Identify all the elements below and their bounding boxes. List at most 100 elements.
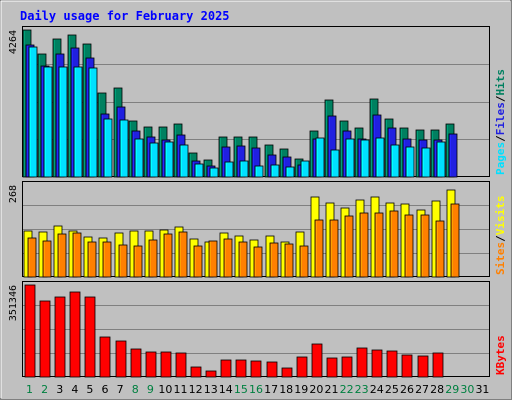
bar-pages-day-5 <box>88 67 98 178</box>
bar-kbytes-day-25 <box>386 350 398 378</box>
bar-sites-day-7 <box>118 244 128 278</box>
day-label-12: 12 <box>189 383 203 396</box>
bar-kbytes-day-9 <box>145 351 157 378</box>
bar-kbytes-day-7 <box>115 340 127 378</box>
legend-entry: Visits <box>494 196 507 236</box>
bar-kbytes-day-10 <box>160 351 172 378</box>
bar-sites-day-26 <box>404 214 414 278</box>
bar-kbytes-day-12 <box>190 366 202 378</box>
bar-sites-day-4 <box>72 232 82 278</box>
bar-pages-day-14 <box>224 161 234 178</box>
bar-kbytes-day-5 <box>84 296 96 378</box>
day-label-20: 20 <box>309 383 323 396</box>
day-label-22: 22 <box>340 383 354 396</box>
bar-kbytes-day-4 <box>69 291 81 378</box>
bar-sites-day-1 <box>27 237 37 278</box>
bar-sites-day-29 <box>450 203 460 278</box>
bar-pages-day-11 <box>179 144 189 178</box>
day-label-28: 28 <box>430 383 444 396</box>
day-label-6: 6 <box>102 383 109 396</box>
bar-kbytes-day-19 <box>296 356 308 378</box>
bar-kbytes-day-16 <box>250 360 262 378</box>
bar-kbytes-day-17 <box>266 361 278 378</box>
bar-kbytes-day-20 <box>311 343 323 378</box>
bar-pages-day-23 <box>360 139 370 178</box>
legend-entry: / <box>494 95 507 102</box>
day-label-5: 5 <box>86 383 93 396</box>
bar-pages-day-2 <box>43 66 53 178</box>
bar-pages-day-24 <box>375 137 385 178</box>
bar-sites-day-6 <box>102 241 112 278</box>
bar-kbytes-day-22 <box>341 356 353 378</box>
legend-0: Pages/Files/Hits <box>494 69 507 175</box>
bar-pages-day-7 <box>119 119 129 178</box>
bar-sites-day-15 <box>238 241 248 278</box>
bar-pages-day-1 <box>28 46 38 178</box>
legend-entry: Pages <box>494 142 507 175</box>
bar-sites-day-14 <box>223 238 233 278</box>
bar-kbytes-day-27 <box>417 355 429 378</box>
bar-sites-day-5 <box>87 241 97 278</box>
day-label-10: 10 <box>158 383 172 396</box>
bar-pages-day-13 <box>209 167 219 178</box>
bar-sites-day-20 <box>314 219 324 278</box>
legend-2: KBytes <box>494 335 507 375</box>
bar-pages-day-10 <box>164 141 174 178</box>
bar-kbytes-day-11 <box>175 352 187 378</box>
bar-sites-day-28 <box>435 220 445 278</box>
day-label-1: 1 <box>26 383 33 396</box>
bar-sites-day-18 <box>284 243 294 278</box>
bar-kbytes-day-2 <box>39 300 51 378</box>
y-max-label: 351346 <box>8 285 19 321</box>
day-label-9: 9 <box>147 383 154 396</box>
day-label-27: 27 <box>415 383 429 396</box>
bar-pages-day-15 <box>239 160 249 178</box>
panel-kbytes: 351346 KBytes <box>8 281 507 378</box>
bar-pages-day-8 <box>134 138 144 178</box>
legend-entry: / <box>494 235 507 242</box>
day-label-30: 30 <box>460 383 474 396</box>
bar-pages-day-20 <box>315 137 325 178</box>
day-label-8: 8 <box>132 383 139 396</box>
day-label-21: 21 <box>324 383 338 396</box>
bar-sites-day-16 <box>253 246 263 278</box>
bar-pages-day-3 <box>58 66 68 178</box>
bar-pages-day-22 <box>345 138 355 178</box>
bar-kbytes-day-3 <box>54 296 66 378</box>
bar-pages-day-26 <box>405 146 415 178</box>
day-label-13: 13 <box>204 383 218 396</box>
bar-sites-day-11 <box>178 231 188 278</box>
day-label-26: 26 <box>400 383 414 396</box>
bar-pages-day-4 <box>73 66 83 178</box>
bar-pages-day-25 <box>390 144 400 178</box>
bar-pages-day-27 <box>421 147 431 178</box>
day-label-2: 2 <box>41 383 48 396</box>
bar-files-day-29 <box>448 133 458 178</box>
legend-entry: Sites <box>494 242 507 275</box>
bar-kbytes-day-28 <box>432 352 444 378</box>
bar-kbytes-day-14 <box>220 359 232 378</box>
day-label-18: 18 <box>279 383 293 396</box>
bar-pages-day-12 <box>194 163 204 178</box>
bar-sites-day-25 <box>389 210 399 278</box>
bar-sites-day-13 <box>208 240 218 278</box>
legend-1: Sites/Visits <box>494 196 507 276</box>
day-label-23: 23 <box>355 383 369 396</box>
bar-kbytes-day-26 <box>401 354 413 378</box>
day-label-14: 14 <box>219 383 233 396</box>
day-label-24: 24 <box>370 383 384 396</box>
bar-sites-day-19 <box>299 245 309 278</box>
bar-sites-day-8 <box>133 245 143 278</box>
bar-kbytes-day-23 <box>356 347 368 378</box>
chart-title: Daily usage for February 2025 <box>20 9 230 23</box>
bar-sites-day-2 <box>42 240 52 278</box>
bar-pages-day-16 <box>254 165 264 178</box>
day-label-16: 16 <box>249 383 263 396</box>
day-label-7: 7 <box>117 383 124 396</box>
bar-kbytes-day-13 <box>205 370 217 378</box>
day-label-11: 11 <box>174 383 188 396</box>
y-max-label: 268 <box>8 185 19 203</box>
day-label-19: 19 <box>294 383 308 396</box>
